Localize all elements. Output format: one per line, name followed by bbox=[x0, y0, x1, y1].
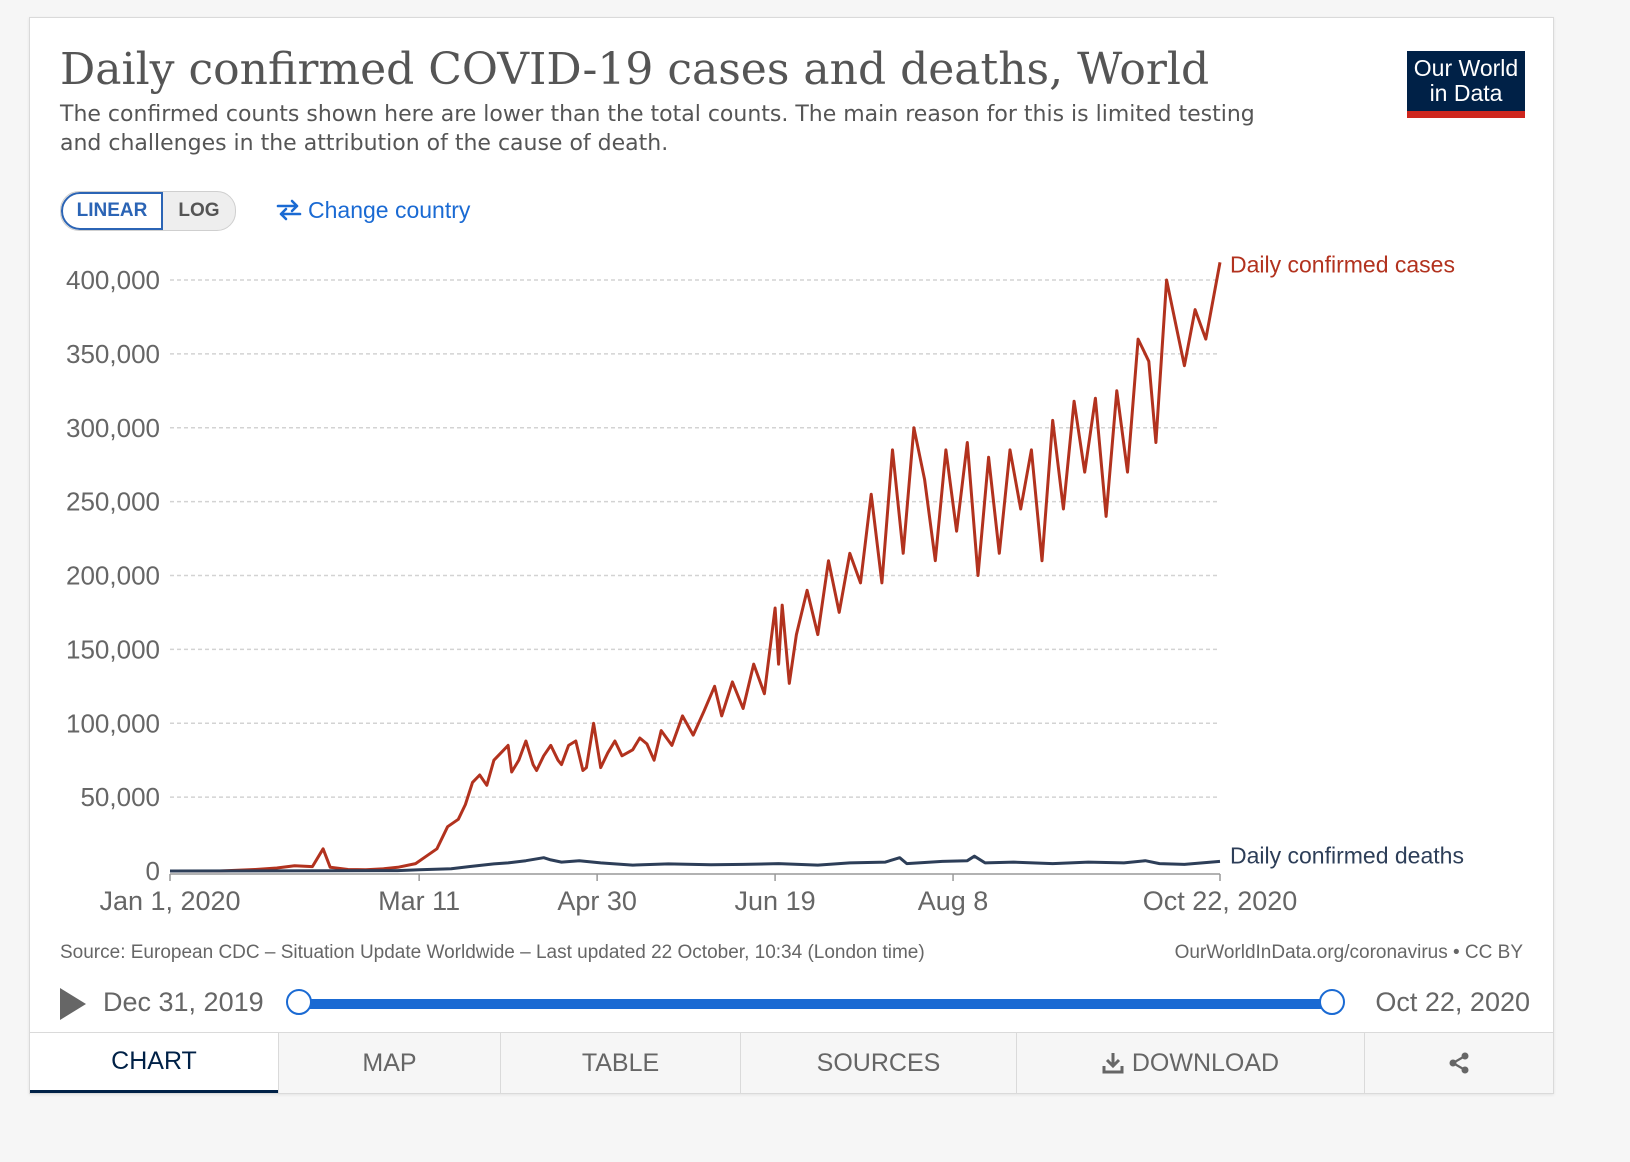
tab-map-label: MAP bbox=[362, 1048, 417, 1077]
tab-share[interactable] bbox=[1364, 1033, 1553, 1093]
log-scale-button[interactable]: LOG bbox=[178, 200, 220, 221]
tab-map[interactable]: MAP bbox=[278, 1033, 500, 1093]
y-tick-label: 50,000 bbox=[80, 782, 160, 812]
y-tick-label: 100,000 bbox=[66, 708, 160, 738]
download-icon bbox=[1102, 1053, 1124, 1074]
tab-chart-label: CHART bbox=[111, 1047, 197, 1075]
tab-sources-label: SOURCES bbox=[816, 1048, 941, 1077]
chart-title: Daily confirmed COVID-19 cases and death… bbox=[60, 44, 1210, 95]
timeline: Dec 31, 2019 Oct 22, 2020 bbox=[60, 984, 1530, 1034]
logo-line-1: Our World bbox=[1413, 55, 1519, 81]
y-tick-label: 350,000 bbox=[66, 339, 160, 369]
timeline-start-label: Dec 31, 2019 bbox=[103, 987, 264, 1017]
change-country-label: Change country bbox=[308, 196, 471, 223]
line-chart: 0 50,000 100,000 150,000 200,000 250,000 300,0… bbox=[66, 251, 1464, 916]
timeline-start-handle[interactable] bbox=[286, 989, 312, 1015]
cases-series-label: Daily confirmed cases bbox=[1230, 251, 1455, 277]
x-tick-label: Jan 1, 2020 bbox=[99, 886, 240, 916]
timeline-end-label: Oct 22, 2020 bbox=[1375, 987, 1530, 1017]
tab-download[interactable]: DOWNLOAD bbox=[1016, 1033, 1364, 1093]
chart-card: Daily confirmed COVID-19 cases and death… bbox=[29, 17, 1554, 1094]
y-tick-label: 400,000 bbox=[66, 265, 160, 295]
series-lines bbox=[169, 262, 1222, 873]
change-country-button[interactable]: Change country bbox=[276, 192, 470, 228]
scale-toggle: LINEAR LOG bbox=[60, 191, 236, 231]
play-icon[interactable] bbox=[60, 988, 86, 1020]
y-axis-labels: 0 50,000 100,000 150,000 200,000 250,000 300,0… bbox=[66, 265, 160, 886]
y-tick-label: 250,000 bbox=[66, 487, 160, 517]
linear-scale-button[interactable]: LINEAR bbox=[61, 192, 163, 230]
y-tick-label: 150,000 bbox=[66, 634, 160, 664]
tab-table[interactable]: TABLE bbox=[500, 1033, 740, 1093]
source-note: Source: European CDC – Situation Update … bbox=[60, 942, 925, 963]
x-tick-label: Jun 19 bbox=[735, 886, 816, 916]
y-tick-label: 0 bbox=[146, 856, 160, 886]
logo-line-2: in Data bbox=[1429, 80, 1503, 106]
timeline-track[interactable] bbox=[298, 999, 1332, 1009]
cases-series-line[interactable] bbox=[170, 262, 1222, 873]
y-tick-label: 300,000 bbox=[66, 413, 160, 443]
share-icon bbox=[1449, 1052, 1469, 1074]
tab-sources[interactable]: SOURCES bbox=[740, 1033, 1016, 1093]
series-labels: Daily confirmed cases Daily confirmed dea… bbox=[1230, 251, 1464, 868]
x-tick-label: Oct 22, 2020 bbox=[1143, 886, 1298, 916]
swap-arrows-icon bbox=[276, 199, 302, 221]
grid-lines bbox=[170, 279, 1220, 798]
tab-table-label: TABLE bbox=[581, 1048, 660, 1077]
x-tick-label: Aug 8 bbox=[918, 886, 989, 916]
chart-subtitle: The confirmed counts shown here are lowe… bbox=[60, 102, 1255, 156]
tab-bar: CHART MAP TABLE SOURCES DOWNLOAD bbox=[30, 1032, 1553, 1093]
tab-chart[interactable]: CHART bbox=[30, 1033, 278, 1093]
owid-link[interactable]: OurWorldInData.org/coronavirus • CC BY bbox=[1174, 942, 1523, 963]
deaths-series-label: Daily confirmed deaths bbox=[1230, 842, 1464, 868]
tab-download-label: DOWNLOAD bbox=[1131, 1048, 1280, 1077]
logo-accent-bar bbox=[1407, 111, 1525, 118]
x-tick-label: Mar 11 bbox=[378, 886, 460, 916]
timeline-end-handle[interactable] bbox=[1319, 989, 1345, 1015]
y-tick-label: 200,000 bbox=[66, 561, 160, 591]
x-tick-label: Apr 30 bbox=[557, 886, 637, 916]
owid-logo[interactable]: Our World in Data bbox=[1407, 51, 1525, 118]
x-axis: Jan 1, 2020 Mar 11 Apr 30 Jun 19 Aug 8 Oct 22… bbox=[99, 873, 1298, 916]
deaths-series-line[interactable] bbox=[169, 854, 1221, 873]
